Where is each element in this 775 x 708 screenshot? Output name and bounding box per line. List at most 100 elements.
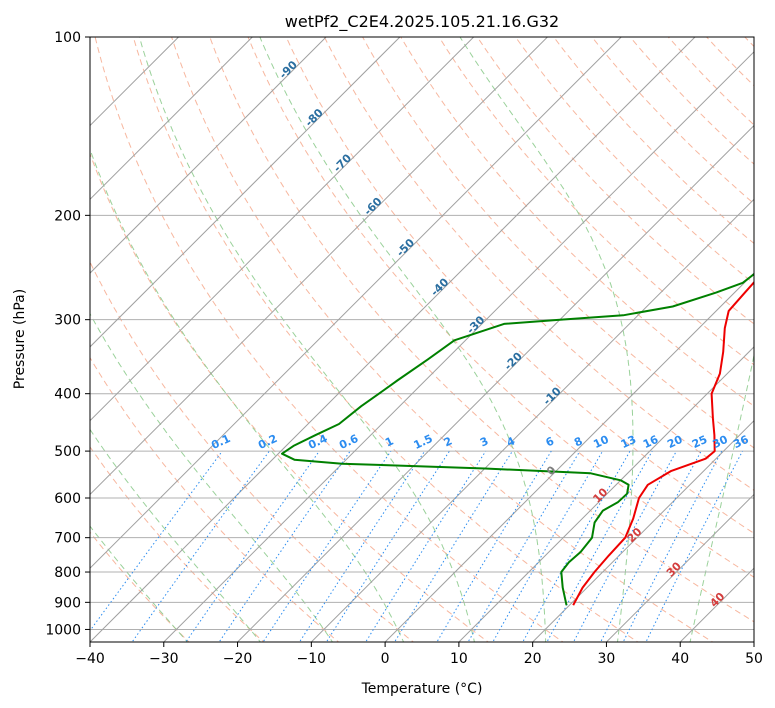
isotherm-line — [532, 419, 754, 642]
moist-adiabat-line — [90, 148, 405, 642]
x-tick-label: 30 — [598, 651, 616, 667]
isotherm-label: 20 — [625, 525, 645, 545]
dry-adiabat-line — [90, 152, 490, 642]
isotherm-line — [237, 124, 754, 642]
isotherm-label: -100 — [251, 5, 280, 34]
isotherm-line — [458, 346, 754, 642]
isotherm-label: 40 — [707, 590, 727, 610]
mixing-ratio-label: 16 — [641, 433, 661, 451]
dry-adiabat-line — [90, 356, 340, 642]
x-tick-label: −40 — [75, 651, 105, 667]
background-lines — [90, 24, 775, 645]
mixing-ratio-label: 3 — [478, 434, 490, 449]
y-tick-label: 900 — [54, 595, 81, 611]
x-tick-label: −30 — [149, 651, 179, 667]
y-tick-label: 400 — [54, 387, 81, 403]
mixing-ratio-label: 0.4 — [306, 432, 329, 452]
mixing-ratio-label: 30 — [711, 433, 731, 451]
mixing-ratio-line — [600, 450, 702, 642]
y-tick-label: 300 — [54, 313, 81, 329]
dry-adiabat-line — [770, 24, 775, 645]
mixing-ratio-label: 0.1 — [209, 432, 232, 452]
axes: −40 −30 −20 −10 0 10 20 30 40 5010020030040050060… — [45, 30, 763, 667]
isotherm-label: -60 — [361, 195, 384, 218]
mixing-ratio-label: 20 — [665, 433, 685, 451]
x-tick-label: 0 — [381, 651, 390, 667]
dry-adiabat-line — [438, 37, 754, 366]
mixing-ratio-line — [572, 450, 677, 642]
dry-adiabat-line — [553, 37, 754, 245]
mixing-ratio-line — [645, 450, 743, 642]
x-tick-label: 10 — [450, 651, 468, 667]
y-tick-label: 1000 — [45, 622, 81, 638]
x-tick-label: −10 — [297, 651, 327, 667]
moist-adiabat-line — [90, 525, 189, 642]
x-tick-label: −20 — [223, 651, 253, 667]
dry-adiabat-line — [705, 37, 754, 87]
isotherm-label: -90 — [277, 58, 300, 81]
dry-adiabat-line — [285, 37, 754, 534]
isotherm-line — [753, 641, 754, 642]
isotherm-label: 30 — [664, 559, 684, 579]
profile-lines — [281, 272, 754, 606]
y-tick-label: 600 — [54, 491, 81, 507]
moist-adiabat-line — [90, 312, 333, 642]
dry-adiabat-line — [476, 37, 754, 325]
isotherm-line — [310, 198, 754, 642]
dry-adiabat-line — [400, 37, 754, 407]
isotherm-label: 10 — [590, 485, 610, 505]
x-axis-label: Temperature (°C) — [361, 681, 483, 697]
isotherm-label: -80 — [303, 106, 326, 129]
y-tick-label: 500 — [54, 444, 81, 460]
dry-adiabat-line — [514, 37, 754, 285]
mixing-ratio-line — [218, 450, 351, 642]
x-tick-label: 20 — [524, 651, 542, 667]
mixing-ratio-label: 1 — [383, 434, 395, 449]
temperature-profile-line — [572, 280, 754, 606]
isotherm-label: -50 — [394, 236, 417, 259]
x-tick-label: 40 — [671, 651, 689, 667]
mixing-ratio-label: 8 — [572, 434, 584, 449]
mixing-ratio-line — [131, 450, 270, 642]
mixing-ratio-line — [467, 450, 581, 642]
dry-adiabat-line — [362, 37, 754, 449]
isotherm-label: -40 — [428, 275, 451, 298]
isotherm-line — [90, 37, 696, 642]
mixing-ratio-label: 36 — [731, 433, 751, 451]
mixing-ratio-line — [185, 450, 320, 642]
moist-adiabat-line — [459, 37, 634, 642]
isotherm-line — [90, 37, 622, 569]
plot-frame — [89, 36, 755, 643]
mixing-ratio-line — [394, 450, 513, 642]
mixing-ratio-label: 25 — [690, 433, 709, 451]
mixing-ratio-label: 6 — [544, 434, 557, 449]
mixing-ratio-label: 13 — [619, 433, 638, 451]
y-axis-label: Pressure (hPa) — [12, 289, 28, 389]
isotherm-label: -70 — [331, 151, 354, 174]
moist-adiabat-line — [689, 352, 754, 642]
x-tick-label: 50 — [745, 651, 763, 667]
mixing-ratio-label: 10 — [591, 433, 611, 451]
isotherm-line — [90, 37, 548, 496]
dry-adiabat-line — [132, 37, 639, 642]
isotherm-line — [90, 37, 253, 201]
chart-title: wetPf2_C2E4.2025.105.21.16.G32 — [285, 12, 559, 32]
dewpoint-profile-line — [281, 272, 754, 606]
y-tick-label: 700 — [54, 531, 81, 547]
y-tick-label: 800 — [54, 565, 81, 581]
y-tick-label: 100 — [54, 30, 81, 46]
mixing-ratio-line — [298, 450, 426, 642]
dry-adiabat-line — [90, 531, 190, 642]
mixing-ratio-line — [90, 450, 223, 632]
isotherm-line — [384, 272, 754, 642]
moist-adiabat-line — [90, 428, 262, 642]
isotherm-line — [679, 567, 754, 642]
y-tick-label: 200 — [54, 208, 81, 224]
dry-adiabat-line — [90, 446, 265, 642]
mixing-ratio-line — [436, 450, 552, 642]
mixing-ratio-line — [325, 450, 450, 642]
dry-adiabat-line — [323, 37, 754, 491]
mixing-ratio-line — [622, 450, 723, 642]
mixing-ratio-line — [262, 450, 392, 642]
